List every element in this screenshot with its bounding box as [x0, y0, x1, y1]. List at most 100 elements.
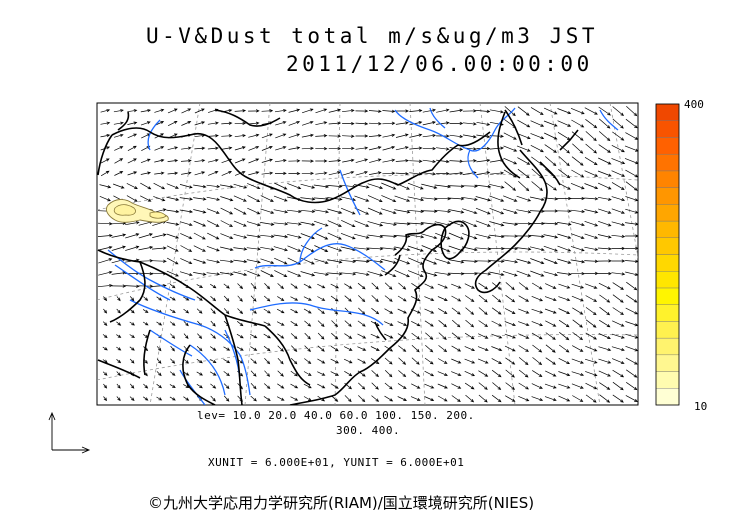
wind-arrow [327, 232, 342, 240]
wind-arrow [209, 359, 217, 363]
wind-arrow [478, 282, 489, 290]
wind-arrow [625, 222, 638, 226]
wind-arrow [625, 234, 638, 238]
chart-title: U-V&Dust total m/s&ug/m3 JST [146, 24, 599, 48]
wind-arrow [127, 158, 137, 164]
wind-arrow [503, 195, 518, 202]
wind-arrow [516, 222, 532, 226]
wind-arrow [504, 106, 516, 117]
wind-arrow [206, 272, 221, 276]
wind-arrow [448, 232, 464, 240]
map-frame [96, 102, 639, 406]
wind-arrow [544, 396, 557, 402]
wind-arrow [572, 395, 584, 402]
wind-arrow [462, 208, 478, 215]
wind-arrow [529, 209, 545, 213]
wind-arrow [421, 245, 438, 253]
wind-arrow [304, 320, 312, 327]
wind-arrow [207, 232, 220, 240]
wind-arrow [340, 259, 357, 264]
wind-arrow [206, 259, 221, 264]
wind-arrow [288, 120, 301, 126]
wind-arrow [369, 158, 382, 163]
wind-arrow [274, 270, 288, 277]
wind-arrow [114, 171, 124, 176]
colorbar-segment [655, 204, 680, 222]
wind-arrow [275, 133, 287, 139]
wind-arrow [437, 371, 448, 376]
wind-arrow [357, 282, 366, 290]
wind-arrow [331, 307, 339, 315]
wind-arrow [301, 133, 314, 138]
wind-arrow [625, 181, 638, 191]
wind-arrow [181, 146, 192, 150]
wind-arrow [277, 357, 284, 365]
wind-arrow [169, 283, 176, 289]
wind-arrow [367, 207, 383, 215]
wind-arrow [277, 333, 285, 339]
wind-arrow [250, 346, 258, 351]
wind-arrow [154, 171, 165, 175]
wind-arrow [489, 183, 505, 189]
wind-arrow [384, 308, 394, 314]
wind-arrow [264, 358, 271, 365]
wind-arrow [599, 394, 611, 403]
wind-arrow [103, 396, 107, 402]
wind-arrow [116, 296, 121, 302]
wind-arrow [196, 284, 203, 288]
wind-arrow [571, 169, 585, 178]
wind-arrow [301, 171, 315, 176]
wind-arrow [277, 283, 285, 290]
wind-arrow [436, 108, 450, 113]
wind-arrow [464, 370, 476, 377]
wind-arrow [112, 183, 125, 189]
wind-arrow [558, 344, 570, 353]
wind-arrow [489, 146, 505, 150]
wind-arrow [206, 245, 220, 252]
colorbar-segment [655, 354, 680, 372]
wind-arrow [100, 158, 110, 164]
wind-arrow [330, 371, 339, 376]
wind-arrow [330, 383, 339, 389]
wind-arrow [317, 345, 325, 352]
wind-arrow [219, 272, 234, 276]
wind-arrow [558, 308, 571, 314]
wind-arrow [273, 195, 288, 202]
wind-arrow [475, 259, 492, 263]
wind-arrow [167, 146, 179, 151]
wind-arrow [584, 358, 598, 364]
wind-arrow [140, 195, 152, 202]
wind-arrow [584, 183, 599, 190]
contour-levels-line2: 300. 400. [336, 424, 401, 437]
wind-arrow [179, 197, 193, 201]
wind-arrow [598, 131, 611, 142]
wind-arrow [166, 270, 179, 277]
wind-arrow [343, 358, 353, 364]
wind-arrow [317, 371, 326, 376]
wind-arrow [451, 307, 461, 315]
wind-arrow [102, 321, 108, 327]
wind-arrow [233, 207, 247, 215]
wind-arrow [127, 133, 138, 139]
wind-arrow [559, 332, 570, 341]
wind-arrow [476, 134, 491, 139]
wind-arrow [545, 320, 557, 327]
wind-arrow [368, 134, 382, 138]
wind-arrow [529, 196, 545, 202]
wind-arrow [517, 119, 531, 128]
wind-arrow [194, 108, 205, 114]
wind-arrow [156, 358, 162, 364]
wind-arrow [397, 295, 407, 302]
wind-arrow [530, 270, 545, 277]
wind-arrow [315, 171, 328, 175]
wind-arrow [179, 271, 193, 277]
wind-arrow [585, 295, 598, 302]
wind-arrow [517, 106, 530, 116]
wind-arrow [557, 108, 572, 115]
wind-arrow [290, 283, 298, 289]
wind-arrow [301, 108, 314, 114]
wind-arrow [384, 395, 394, 402]
vector-unit-reference [48, 411, 91, 454]
wind-arrow [478, 307, 488, 316]
